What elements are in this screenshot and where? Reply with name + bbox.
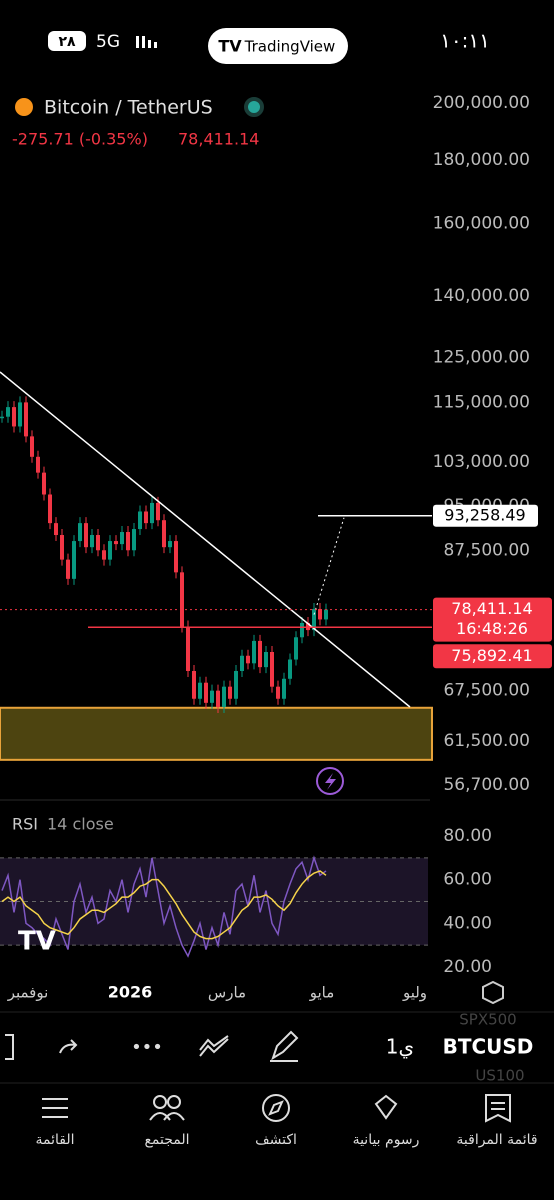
watchlist-icon[interactable] — [485, 1094, 511, 1123]
other-symbol: SPX500 — [459, 1011, 516, 1029]
battery: ٢٨ — [58, 34, 76, 50]
y-tick-label: 61,500.00 — [443, 731, 530, 751]
rsi-tick-label: 60.00 — [443, 870, 492, 890]
target-label: 93,258.49 — [444, 505, 525, 524]
nav-label[interactable]: المجتمع — [144, 1132, 189, 1148]
target-box — [433, 504, 538, 527]
battery-icon — [48, 31, 86, 51]
coin-icon — [15, 98, 33, 116]
ticker[interactable]: BTCUSD — [443, 1035, 534, 1059]
time-label: مارس — [208, 984, 246, 1002]
rsi-params: 14 close — [47, 815, 114, 834]
support-label: 75,892.41 — [451, 646, 532, 665]
last-label: 78,411.14 — [451, 599, 532, 618]
redo-icon[interactable] — [59, 1039, 78, 1054]
rsi-ma-line — [1, 870, 327, 940]
y-tick-label: 87,500.00 — [443, 540, 530, 560]
tv-watermark: TV — [18, 927, 56, 957]
last-box — [433, 597, 552, 642]
rsi-pane: 80.00 60.00 40.00 20.00 — [0, 826, 492, 977]
rsi-title: RSI — [12, 815, 38, 834]
price: 78,411.14 — [178, 130, 259, 149]
change: -275.71 (-0.35%) — [12, 130, 148, 149]
explore-icon[interactable] — [262, 1094, 290, 1122]
y-tick-label: 115,000.00 — [433, 392, 530, 412]
explore-icon[interactable] — [268, 1100, 284, 1116]
time-label: وليو — [402, 984, 427, 1002]
menu-icon[interactable] — [42, 1098, 68, 1118]
time-label: 2026 — [108, 983, 153, 1002]
fullscreen-icon[interactable] — [5, 1034, 14, 1060]
y-tick-label: 125,000.00 — [433, 347, 530, 367]
more-icon[interactable]: ••• — [131, 1037, 163, 1058]
community-icon[interactable] — [167, 1095, 181, 1109]
y-tick-label: 103,000.00 — [433, 452, 530, 472]
symbol: Bitcoin / TetherUS — [44, 97, 213, 119]
countdown: 16:48:26 — [456, 619, 528, 638]
y-tick-label: 140,000.00 — [433, 286, 530, 306]
community-icon[interactable] — [153, 1095, 167, 1109]
app-logo: TV — [218, 37, 242, 56]
zone — [0, 706, 433, 761]
settings-icon[interactable] — [482, 980, 504, 1005]
other-symbol: US100 — [475, 1067, 524, 1085]
indicators-icon[interactable] — [199, 1035, 229, 1057]
y-tick-label: 180,000.00 — [433, 150, 530, 170]
time-label: نوفمبر — [7, 984, 49, 1002]
rsi-line — [1, 855, 327, 958]
y-tick-label: 67,500.00 — [443, 681, 530, 701]
rsi-tick-label: 40.00 — [443, 913, 492, 933]
rsi-tick-label: 20.00 — [443, 957, 492, 977]
nav-label[interactable]: اكتشف — [255, 1132, 297, 1148]
app-name: TradingView — [244, 38, 336, 56]
y-tick-label: 56,700.00 — [443, 775, 530, 795]
trend-line — [0, 371, 411, 708]
status-dot — [244, 97, 264, 117]
rsi-tick-label: 80.00 — [443, 826, 492, 846]
signal — [136, 36, 157, 48]
alert-icon — [316, 767, 344, 795]
app-pill — [208, 28, 348, 64]
projection — [313, 517, 345, 615]
time: ١٠:١١ — [440, 29, 490, 53]
support-box — [433, 644, 552, 669]
charts-icon[interactable] — [374, 1094, 398, 1120]
alert-bolt — [325, 773, 336, 790]
draw-icon[interactable] — [270, 1030, 299, 1062]
network: 5G — [96, 32, 120, 52]
y-tick-label: 160,000.00 — [433, 214, 530, 234]
nav-label[interactable]: القائمة — [36, 1132, 75, 1148]
interval[interactable]: 1ي — [386, 1035, 414, 1060]
time-label: مايو — [309, 984, 335, 1002]
y-tick-label: 200,000.00 — [433, 93, 530, 113]
community-icon[interactable] — [149, 1112, 185, 1121]
nav-label[interactable]: رسوم بيانية — [353, 1132, 420, 1148]
nav-label[interactable]: قائمة المراقبة — [456, 1132, 537, 1148]
price-chart: 200,000.00 180,000.00 160,000.00 140,000.00… — [0, 93, 552, 795]
